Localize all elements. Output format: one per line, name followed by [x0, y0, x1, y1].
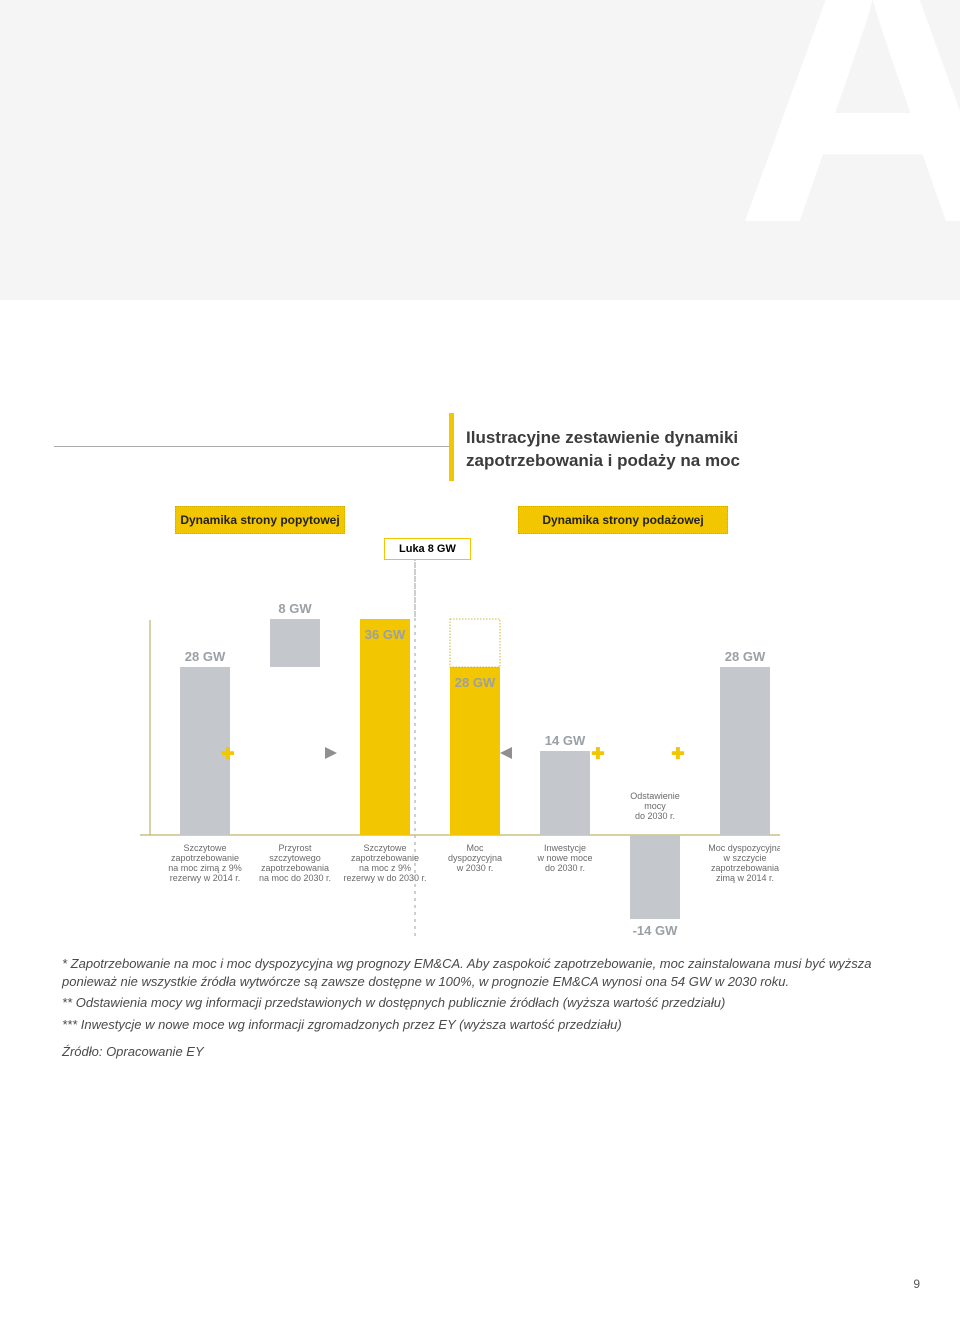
bar-caption: zapotrzebowania [261, 863, 329, 873]
bar-caption: Szczytowe [363, 843, 406, 853]
source-line: Źródło: Opracowanie EY [62, 1043, 872, 1061]
page-title: Ilustracyjne zestawienie dynamiki zapotr… [466, 427, 774, 473]
supply-badge: Dynamika strony podażowej [518, 506, 728, 534]
bar-b6 [630, 835, 680, 919]
bar-value-b2: 8 GW [278, 601, 312, 616]
bar-caption: w 2030 r. [456, 863, 494, 873]
bar-caption: Moc dyspozycyjna [708, 843, 780, 853]
plus-icon: ✚ [221, 746, 234, 763]
bar-caption: zapotrzebowanie [351, 853, 419, 863]
waterfall-chart: 28 GWSzczytowezapotrzebowaniena moc zimą… [140, 560, 780, 940]
bar-value-b7: 28 GW [725, 649, 766, 664]
bar-caption: na moc zimą z 9% [168, 863, 242, 873]
bar-caption: Moc [466, 843, 484, 853]
bar-caption: zimą w 2014 r. [716, 873, 774, 883]
demand-badge: Dynamika strony popytowej [175, 506, 345, 534]
bar-b3 [360, 619, 410, 835]
bar-caption: Szczytowe [183, 843, 226, 853]
gap-badge: Luka 8 GW [384, 538, 471, 560]
bar-caption: zapotrzebowanie [171, 853, 239, 863]
plus-icon: ✚ [591, 746, 604, 763]
bar-b2 [270, 619, 320, 667]
bar-caption: Przyrost [278, 843, 312, 853]
bar-b7 [720, 667, 770, 835]
bar-caption: na moc do 2030 r. [259, 873, 331, 883]
bar-value-b1: 28 GW [185, 649, 226, 664]
footnote-2: ** Odstawienia mocy wg informacji przeds… [62, 994, 872, 1012]
bar-value-b5: 14 GW [545, 733, 586, 748]
footnote-3: *** Inwestycje w nowe moce wg informacji… [62, 1016, 872, 1034]
bar-caption-above: Odstawienie [630, 791, 680, 801]
bar-caption: dyspozycyjna [448, 853, 502, 863]
gap-frame [450, 619, 500, 667]
title-rule [54, 446, 449, 447]
page-number: 9 [913, 1277, 920, 1291]
bar-caption: szczytowego [269, 853, 321, 863]
bar-value-b6: -14 GW [633, 923, 679, 938]
arrow-right-icon [325, 747, 337, 759]
bar-caption: w szczycie [722, 853, 766, 863]
bar-caption: rezerwy w 2014 r. [170, 873, 241, 883]
footnotes: * Zapotrzebowanie na moc i moc dyspozycy… [62, 955, 872, 1065]
bar-b4 [450, 667, 500, 835]
bar-value-b3: 36 GW [365, 627, 406, 642]
bar-caption: zapotrzebowania [711, 863, 779, 873]
bar-caption: rezerwy w do 2030 r. [343, 873, 426, 883]
footnote-1: * Zapotrzebowanie na moc i moc dyspozycy… [62, 955, 872, 990]
watermark-letter: A [736, 0, 960, 280]
bar-b5 [540, 751, 590, 835]
bar-caption-above: do 2030 r. [635, 811, 675, 821]
plus-icon: ✚ [671, 746, 684, 763]
arrow-left-icon [500, 747, 512, 759]
bar-value-b4: 28 GW [455, 675, 496, 690]
bar-caption: na moc z 9% [359, 863, 411, 873]
bar-caption-above: mocy [644, 801, 666, 811]
bar-caption: Inwestycje [544, 843, 586, 853]
bar-caption: do 2030 r. [545, 863, 585, 873]
bar-caption: w nowe moce [536, 853, 592, 863]
title-accent-bar [449, 413, 454, 481]
